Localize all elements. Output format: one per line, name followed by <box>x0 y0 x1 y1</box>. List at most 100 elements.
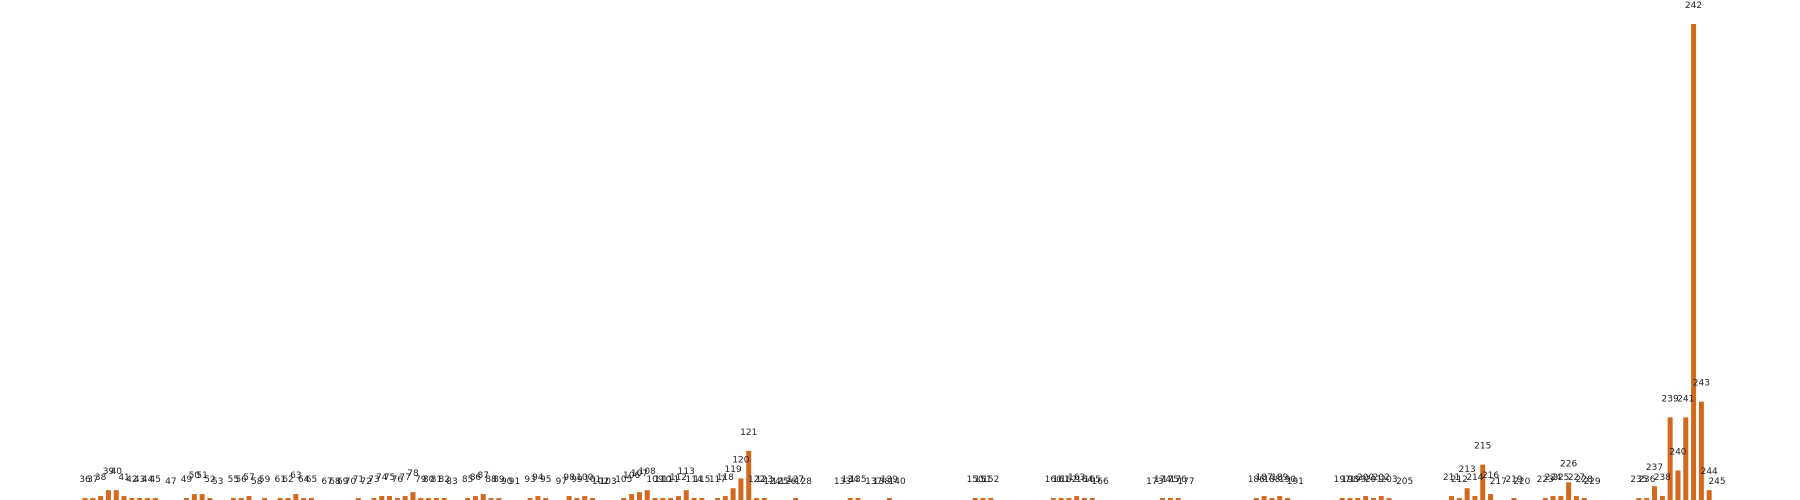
bar-120 <box>738 478 744 500</box>
bar-label-108: 108 <box>639 467 656 477</box>
bar-label-115: 115 <box>693 475 710 485</box>
bar-label-164: 164 <box>1076 475 1093 485</box>
bar-214 <box>1472 496 1478 500</box>
bar-165 <box>1089 498 1095 500</box>
bar-label-161: 161 <box>1052 475 1069 485</box>
bar-198 <box>1347 498 1353 500</box>
bar-139 <box>886 498 892 500</box>
bars-group <box>82 24 1712 500</box>
bar-label-41: 41 <box>118 473 129 483</box>
bar-label-40: 40 <box>111 467 123 477</box>
bar-161 <box>1058 498 1064 500</box>
bar-label-188: 188 <box>1263 475 1280 485</box>
bar-164 <box>1082 498 1087 500</box>
bar-label-91: 91 <box>509 477 520 487</box>
bar-label-85: 85 <box>462 475 473 485</box>
bar-93 <box>527 498 533 500</box>
bar-label-122: 122 <box>748 475 765 485</box>
bar-label-37: 37 <box>87 475 98 485</box>
bar-label-111: 111 <box>662 475 679 485</box>
bar-label-110: 110 <box>654 475 671 485</box>
bar-label-162: 162 <box>1060 475 1077 485</box>
bar-label-187: 187 <box>1256 473 1273 483</box>
bar-203 <box>1386 498 1392 500</box>
bar-219 <box>1511 498 1517 500</box>
bar-label-191: 191 <box>1287 477 1304 487</box>
bar-label-100: 100 <box>576 473 593 483</box>
bar-label-87: 87 <box>478 471 489 481</box>
bar-label-126: 126 <box>779 477 796 487</box>
bar-187 <box>1261 496 1267 500</box>
bar-label-75: 75 <box>384 473 395 483</box>
bar-label-229: 229 <box>1583 477 1600 487</box>
bar-75 <box>387 496 393 500</box>
bar-label-59: 59 <box>259 475 271 485</box>
bar-label-98: 98 <box>563 473 575 483</box>
bar-114 <box>691 498 697 500</box>
bar-label-140: 140 <box>889 477 906 487</box>
bar-label-150: 150 <box>967 475 984 485</box>
bar-label-217: 217 <box>1490 477 1507 487</box>
bar-101 <box>590 498 596 500</box>
bar-152 <box>988 498 994 500</box>
bar-199 <box>1355 498 1361 500</box>
bar-190 <box>1285 498 1291 500</box>
bar-127 <box>793 498 799 500</box>
bar-label-202: 202 <box>1373 473 1390 483</box>
bar-78 <box>410 492 416 500</box>
bar-99 <box>574 498 580 500</box>
bar-240 <box>1675 470 1681 500</box>
bar-label-138: 138 <box>873 477 890 487</box>
bar-235 <box>1636 498 1642 500</box>
bar-label-236: 236 <box>1638 475 1655 485</box>
bar-label-199: 199 <box>1349 475 1366 485</box>
bar-160 <box>1050 498 1056 500</box>
bar-label-113: 113 <box>678 467 695 477</box>
bar-label-190: 190 <box>1279 475 1296 485</box>
bar-242 <box>1691 24 1697 500</box>
bar-label-241: 241 <box>1677 394 1694 404</box>
bar-label-216: 216 <box>1482 471 1499 481</box>
bar-55 <box>230 498 236 500</box>
bar-label-121: 121 <box>740 428 757 438</box>
bar-label-102: 102 <box>592 477 609 487</box>
bar-label-112: 112 <box>670 473 687 483</box>
bar-label-139: 139 <box>881 475 898 485</box>
bar-label-82: 82 <box>438 475 449 485</box>
bar-label-52: 52 <box>204 475 215 485</box>
bar-label-49: 49 <box>181 475 193 485</box>
bar-label-214: 214 <box>1466 473 1483 483</box>
bar-117 <box>715 498 720 500</box>
bar-label-93: 93 <box>524 475 535 485</box>
bar-label-97: 97 <box>556 477 567 487</box>
bar-82 <box>441 498 447 500</box>
bar-85 <box>465 498 471 500</box>
bar-65 <box>308 498 314 500</box>
bar-86 <box>472 496 478 500</box>
bar-197 <box>1339 498 1345 500</box>
bar-52 <box>207 498 213 500</box>
bar-label-103: 103 <box>600 477 617 487</box>
bar-label-71: 71 <box>353 475 364 485</box>
bar-label-224: 224 <box>1544 473 1561 483</box>
bar-label-175: 175 <box>1162 475 1179 485</box>
bar-label-226: 226 <box>1560 459 1577 469</box>
bar-label-42: 42 <box>126 475 137 485</box>
bar-label-198: 198 <box>1341 475 1358 485</box>
bar-label-81: 81 <box>431 475 442 485</box>
bar-label-239: 239 <box>1662 394 1679 404</box>
bar-73 <box>371 498 377 500</box>
bar-label-197: 197 <box>1334 475 1351 485</box>
bar-label-135: 135 <box>849 475 866 485</box>
bar-44 <box>144 498 150 500</box>
bar-57 <box>246 496 252 500</box>
bar-113 <box>683 490 689 500</box>
bar-43 <box>137 498 143 500</box>
bar-label-43: 43 <box>134 475 145 485</box>
bar-215 <box>1480 464 1486 500</box>
bar-label-200: 200 <box>1357 473 1374 483</box>
bar-163 <box>1074 496 1080 500</box>
bar-label-123: 123 <box>756 475 773 485</box>
bar-label-177: 177 <box>1177 477 1194 487</box>
bar-label-47: 47 <box>165 477 176 487</box>
